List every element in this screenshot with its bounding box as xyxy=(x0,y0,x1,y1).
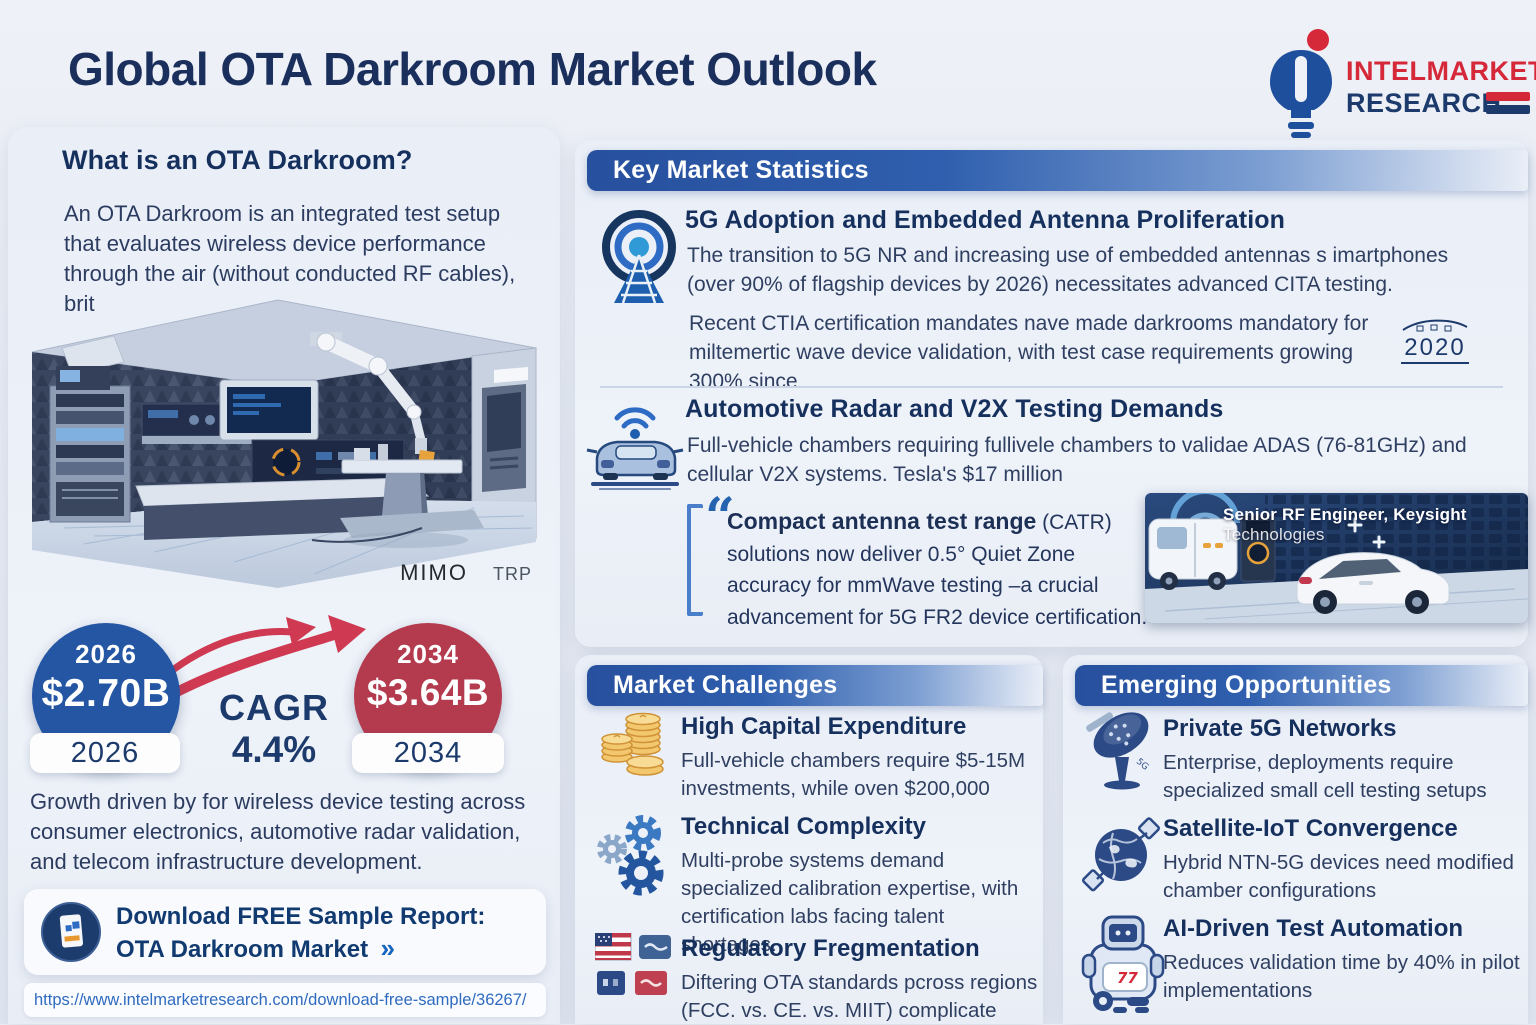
download-line2: OTA Darkroom Market xyxy=(116,936,369,963)
stat1-para1: The transition to 5G NR and increasing u… xyxy=(687,244,1449,296)
quote-lead: Compact antenna test range xyxy=(727,508,1037,534)
stat2-title: Automotive Radar and V2X Testing Demands xyxy=(685,395,1224,423)
challenge2-text: Multi-probe systems demand specialized c… xyxy=(681,849,1019,956)
challenge1-title: High Capital Expenditure xyxy=(681,713,967,740)
opportunity1-title: Private 5G Networks xyxy=(1163,715,1397,742)
growth-text: Growth driven by for wireless device tes… xyxy=(30,789,526,874)
start-year-pill: 2026 xyxy=(30,733,180,773)
lightbulb-logo-icon xyxy=(1270,29,1332,138)
opportunity2-text: Hybrid NTN-5G devices need modified cham… xyxy=(1163,851,1514,902)
trp-label: TRP xyxy=(493,564,532,584)
logo-red-dot xyxy=(1307,29,1329,51)
attribution-light: Technologies xyxy=(1223,525,1325,544)
growth-arrows-icon xyxy=(158,615,366,706)
logo-name-line2: RESEARCH xyxy=(1346,88,1502,118)
left-panel-heading: What is an OTA Darkroom? xyxy=(62,145,413,175)
gears-icon xyxy=(597,815,664,896)
year-callout-scribble xyxy=(1402,319,1468,332)
ota-description: An OTA Darkroom is an integrated test se… xyxy=(64,201,516,316)
stat1-title: 5G Adoption and Embedded Antenna Prolife… xyxy=(685,206,1285,234)
chevrons-right-icon: » xyxy=(380,933,395,963)
download-sample-button[interactable]: Download FREE Sample Report: OTA Darkroo… xyxy=(24,889,546,975)
quote-bracket xyxy=(687,504,703,616)
section-divider xyxy=(600,386,1503,388)
darkroom-illustration: MIMO TRP xyxy=(24,290,546,592)
market-challenges-panel: Market Challenges High Capital Expenditu… xyxy=(575,655,1043,1024)
start-year: 2026 xyxy=(75,639,137,669)
logo-name-line1: INTELMARKET xyxy=(1346,56,1536,86)
stat1-para2: Recent CTIA certification mandates nave … xyxy=(689,312,1369,393)
robot-icon: 77 xyxy=(1081,915,1165,1013)
brand-logo: INTELMARKET RESEARCH xyxy=(1258,24,1536,142)
opportunity2-title: Satellite-IoT Convergence xyxy=(1163,815,1458,842)
cagr-value: 4.4% xyxy=(231,729,317,770)
quote-icon: “ xyxy=(705,487,735,548)
globe-satellite-icon xyxy=(1081,817,1161,892)
download-report-icon xyxy=(41,902,101,962)
end-value: $3.64B xyxy=(366,672,490,713)
opportunity3-title: AI-Driven Test Automation xyxy=(1163,915,1464,942)
emerging-opportunities-banner: Emerging Opportunities xyxy=(1075,665,1528,706)
car-wifi-icon xyxy=(586,407,684,490)
download-line1: Download FREE Sample Report: xyxy=(116,903,486,930)
left-panel: What is an OTA Darkroom? An OTA Darkroom… xyxy=(8,127,560,1024)
robot-badge: 77 xyxy=(1117,969,1138,987)
logo-stripe-red xyxy=(1486,92,1530,101)
stat2-para1: Full-vehicle chambers requiring fullivel… xyxy=(687,434,1467,486)
keysight-chamber-image: Senior RF Engineer, Keysight Technologie… xyxy=(1145,493,1528,623)
coins-icon xyxy=(601,712,664,776)
cagr-label: CAGR xyxy=(219,687,329,728)
market-challenges-banner: Market Challenges xyxy=(587,665,1043,706)
quote-body: (CATR) solutions now deliver 0.5° Quiet … xyxy=(727,511,1148,629)
quote-text: Compact antenna test range (CATR) soluti… xyxy=(727,504,1151,633)
emerging-opportunities-panel: Emerging Opportunities 5G Private 5G Net… xyxy=(1063,655,1528,1024)
opportunity3-text: Reduces validation time by 40% in pilot … xyxy=(1163,951,1520,1002)
end-year-pill: 2034 xyxy=(352,733,504,773)
end-year: 2034 xyxy=(397,639,459,669)
logo-stripe-navy xyxy=(1486,105,1530,114)
challenge2-title: Technical Complexity xyxy=(681,813,926,840)
key-market-statistics-panel: Key Market Statistics 5G Adoption and Em… xyxy=(575,140,1528,647)
stat1-year-callout: 2020 xyxy=(1401,334,1469,364)
start-value: $2.70B xyxy=(41,672,171,715)
flags-icon xyxy=(595,933,671,995)
satellite-dish-icon: 5G xyxy=(1086,712,1150,790)
attribution-bold: Senior RF Engineer, Keysight xyxy=(1223,505,1467,524)
page-title: Global OTA Darkroom Market Outlook xyxy=(68,43,877,95)
mimo-label: MIMO xyxy=(400,560,468,585)
challenge3-text: Diftering OTA standards pcross regions (… xyxy=(681,971,1038,1022)
svg-text:5G: 5G xyxy=(1134,757,1150,773)
quote-attribution: Senior RF Engineer, Keysight Technologie… xyxy=(1223,505,1528,545)
antenna-tower-icon xyxy=(602,210,676,304)
challenge3-title: Regulatory Fregmentation xyxy=(681,935,980,962)
key-market-statistics-banner: Key Market Statistics xyxy=(587,150,1528,191)
sample-url-link[interactable]: https://www.intelmarketresearch.com/down… xyxy=(24,983,546,1017)
challenge1-text: Full-vehicle chambers require $5-15M inv… xyxy=(681,749,1026,800)
opportunity1-text: Enterprise, deployments require speciali… xyxy=(1163,751,1487,802)
